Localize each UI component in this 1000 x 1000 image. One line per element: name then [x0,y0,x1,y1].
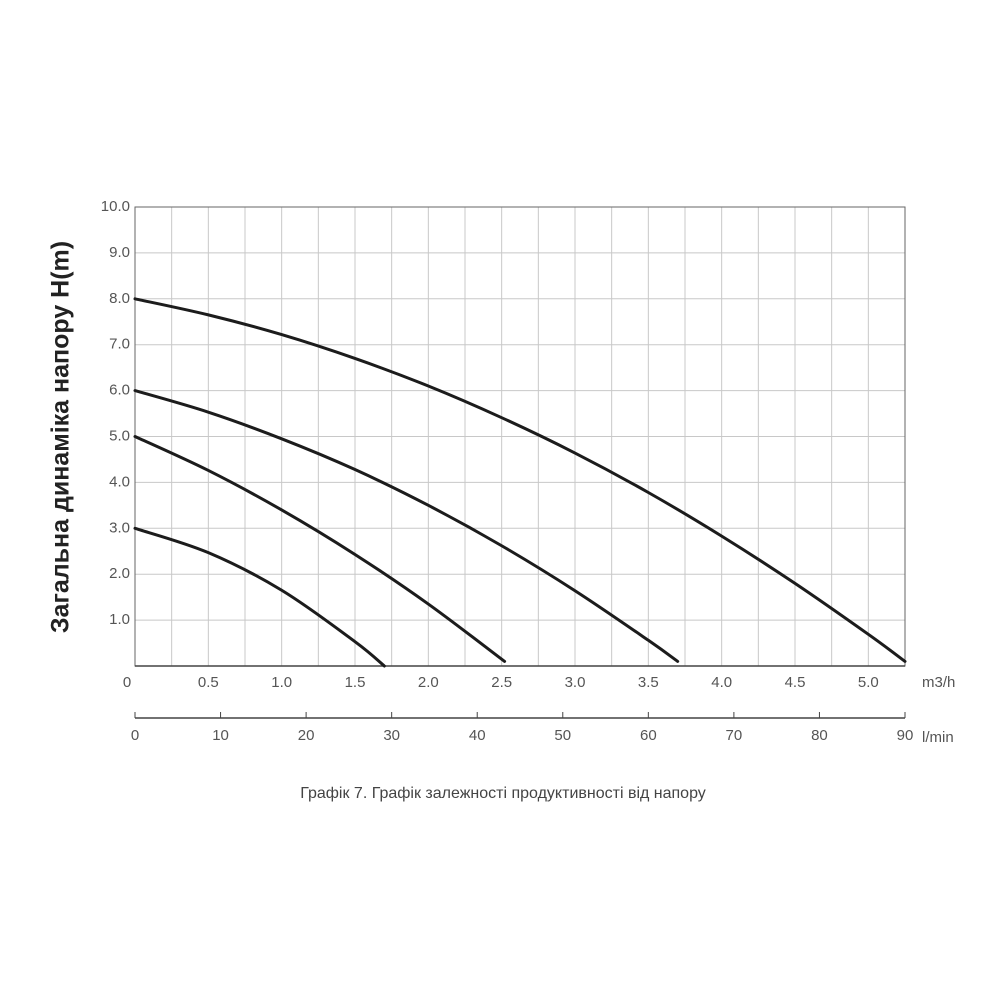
x-tick-label: 3.5 [638,674,659,691]
x2-tick-label: 70 [726,727,743,744]
y-tick-label: 10.0 [101,198,130,215]
x-tick-label: 0.5 [198,674,219,691]
x2-tick-label: 90 [897,727,914,744]
y-tick-label: 9.0 [109,244,130,261]
y-tick-label: 5.0 [109,427,130,444]
y-tick-label: 7.0 [109,336,130,353]
y-tick-label: 2.0 [109,565,130,582]
x-tick-label: 1.5 [345,674,366,691]
x2-tick-label: 10 [212,727,229,744]
x2-unit: l/min [922,729,954,746]
curve [133,389,680,663]
x-tick-label: 2.5 [491,674,512,691]
x2-tick-label: 80 [811,727,828,744]
curve [133,297,907,663]
caption: Графік 7. Графік залежності продуктивнос… [300,785,706,802]
x2-tick-label: 30 [383,727,400,744]
x-tick-label: 3.0 [565,674,586,691]
x2-tick-label: 50 [554,727,571,744]
x-tick-label: 4.5 [785,674,806,691]
x-tick-label: 1.0 [271,674,292,691]
x-tick-label: 5.0 [858,674,879,691]
y-tick-label: 1.0 [109,611,130,628]
x2-tick-label: 0 [131,727,139,744]
y-tick-label: 3.0 [109,519,130,536]
x2-tick-label: 60 [640,727,657,744]
y-axis-label: Загальна динаміка напору H(m) [47,241,75,633]
curve [133,526,386,668]
x2-tick-label: 40 [469,727,486,744]
y-tick-label: 6.0 [109,382,130,399]
x-tick-label: 2.0 [418,674,439,691]
y-tick-label: 4.0 [109,473,130,490]
x2-tick-label: 20 [298,727,315,744]
x-tick-label: 4.0 [711,674,732,691]
curve [133,435,507,663]
x-tick-label: 0 [123,674,131,691]
y-tick-label: 8.0 [109,290,130,307]
x-unit: m3/h [922,674,955,691]
